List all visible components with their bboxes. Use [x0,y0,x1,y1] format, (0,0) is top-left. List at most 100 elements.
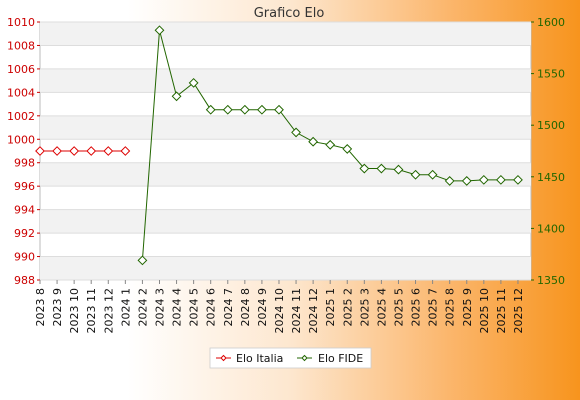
x-tick-label: 2024 1 [119,288,132,327]
legend-marker-elo-italia [220,354,227,362]
x-tick-label: 2025 10 [478,288,491,334]
grid-band [40,162,531,187]
data-point-elo-fide [137,255,148,266]
data-point-elo-fide [188,77,199,88]
right-y-axis: 1350 1400 1450 1500 1550 1600 [531,16,565,287]
x-tick-label: 2024 3 [153,288,166,327]
data-point-elo-fide [308,136,319,147]
x-tick-label: 2023 8 [34,288,47,327]
x-tick-label: 2025 6 [410,288,423,327]
x-tick-label: 2025 4 [375,288,388,327]
left-y-axis: 988 990 992 994 996 998 1000 1002 1004 1006 1008 10… [7,16,40,287]
right-tick-label: 1450 [537,171,565,184]
legend-item-elo-fide: Elo FIDE [297,352,363,365]
left-tick-label: 1002 [7,110,35,123]
data-point-elo-fide [513,174,523,185]
x-tick-label: 2025 8 [444,288,457,327]
left-tick-label: 998 [14,157,35,170]
left-tick-label: 990 [14,251,35,264]
grid-band [40,115,531,140]
data-point-elo-fide [274,104,284,115]
x-tick-label: 2025 9 [461,288,474,327]
x-tick-label: 2023 10 [68,288,81,334]
x-tick-label: 2023 11 [85,288,98,334]
data-point-elo-fide [495,174,506,185]
legend-marker-elo-fide [301,354,308,362]
x-tick-label: 2025 12 [512,288,525,334]
data-point-elo-fide [171,91,182,102]
x-tick-label: 2024 8 [239,288,252,327]
grid-band [40,256,531,280]
data-point-elo-italia [120,146,131,156]
x-tick-label: 2025 5 [392,288,405,327]
data-point-elo-fide [154,25,165,36]
data-point-elo-fide [359,163,370,174]
data-point-elo-italia [52,146,62,156]
grid [40,21,531,281]
x-tick-label: 2025 1 [324,288,337,327]
data-point-elo-fide [325,139,336,150]
chart-title: Grafico Elo [254,6,325,21]
x-tick-label: 2025 2 [341,288,354,327]
data-point-elo-fide [393,164,404,175]
data-point-elo-fide [222,104,233,115]
x-tick-label: 2024 12 [307,288,320,334]
x-tick-label: 2024 2 [136,288,149,327]
left-tick-label: 992 [14,227,35,240]
series-layer [35,25,523,266]
x-tick-label: 2024 9 [256,288,269,327]
x-tick-label: 2024 6 [205,288,218,327]
data-point-elo-italia [69,146,80,156]
legend-box [209,347,372,369]
left-tick-label: 1010 [7,16,35,29]
left-tick-label: 1006 [7,63,35,76]
data-point-elo-fide [342,144,353,154]
grid-band [40,209,531,234]
data-point-elo-fide [257,104,267,115]
data-point-elo-fide [478,174,489,185]
left-tick-label: 996 [14,180,35,193]
data-point-elo-italia [35,146,45,156]
grid-band [40,68,531,93]
x-tick-label: 2023 9 [51,288,64,327]
right-tick-label: 1500 [537,119,565,132]
left-tick-label: 1000 [7,133,35,146]
x-tick-label: 2025 11 [495,288,508,334]
data-point-elo-fide [461,176,472,186]
x-tick-label: 2023 12 [102,288,115,334]
left-tick-label: 988 [14,274,35,287]
series-elo-fide [137,25,523,266]
right-tick-label: 1600 [537,16,565,29]
series-elo-italia [35,146,131,156]
x-tick-label: 2024 10 [273,288,286,334]
data-point-elo-fide [376,163,387,174]
x-tick-label: 2025 7 [427,288,440,327]
data-point-elo-italia [103,146,114,156]
data-point-elo-fide [444,176,455,186]
x-tick-label: 2024 4 [171,288,184,327]
grid-band [40,22,531,46]
data-point-elo-fide [239,104,250,115]
x-tick-label: 2024 7 [222,288,235,327]
data-point-elo-italia [86,146,97,156]
left-tick-label: 1008 [7,39,35,52]
legend-label-elo-fide: Elo FIDE [318,352,363,365]
x-tick-label: 2024 5 [188,288,201,327]
data-point-elo-fide [205,104,216,115]
legend: Elo Italia Elo FIDE [209,347,372,369]
x-tick-label: 2024 11 [290,288,303,334]
legend-item-elo-italia: Elo Italia [216,352,283,365]
right-tick-label: 1350 [537,274,565,287]
data-point-elo-fide [427,169,438,180]
right-tick-label: 1550 [537,68,565,81]
legend-label-elo-italia: Elo Italia [236,352,283,365]
data-point-elo-fide [410,169,421,180]
data-point-elo-fide [291,127,301,138]
right-tick-label: 1400 [537,222,565,235]
x-tick-label: 2025 3 [358,288,371,327]
left-tick-label: 1004 [7,86,35,99]
left-tick-label: 994 [14,204,35,217]
